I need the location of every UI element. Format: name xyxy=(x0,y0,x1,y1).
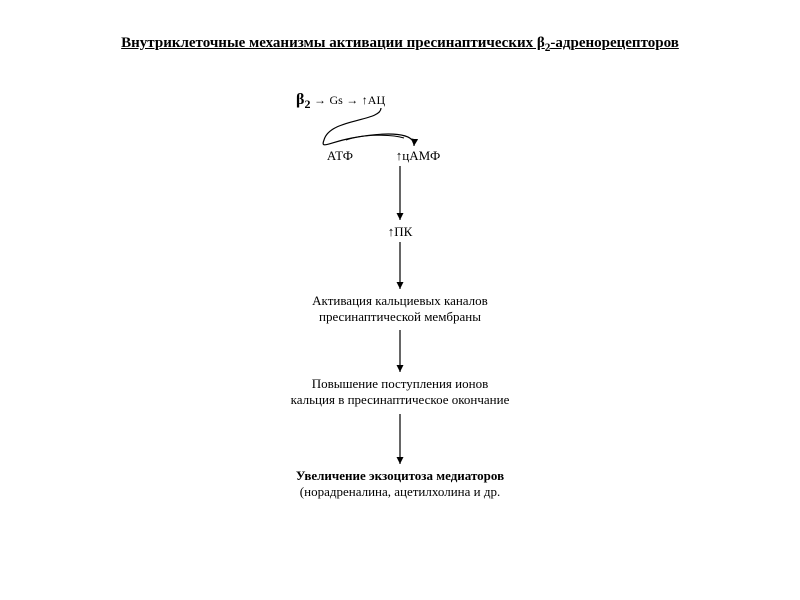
arrow-1: → xyxy=(314,93,326,107)
title-text: Внутриклеточные механизмы активации прес… xyxy=(121,35,545,51)
calcium-channels-activation: Активация кальциевых каналов пресинаптич… xyxy=(250,293,550,326)
protein-kinase: ↑ПК xyxy=(380,224,420,240)
calcium-influx: Повышение поступления ионов кальция в пр… xyxy=(230,376,570,409)
calcium-channels-line2: пресинаптической мембраны xyxy=(250,309,550,325)
exocytosis-increase: Увеличение экзоцитоза медиаторов (норадр… xyxy=(230,468,570,501)
calcium-influx-line1: Повышение поступления ионов xyxy=(230,376,570,392)
adenylate-cyclase: ↑АЦ xyxy=(362,93,385,107)
curved-arrow-inner xyxy=(346,135,404,140)
diagram-page: Внутриклеточные механизмы активации прес… xyxy=(0,0,800,600)
gs-protein: Gs xyxy=(329,93,342,107)
calcium-influx-line2: кальция в пресинаптическое окончание xyxy=(230,392,570,408)
exocytosis-line1: Увеличение экзоцитоза медиаторов xyxy=(230,468,570,484)
receptor-line: β2 → Gs → ↑АЦ xyxy=(296,90,385,112)
page-title: Внутриклеточные механизмы активации прес… xyxy=(0,35,800,54)
atp-label: АТФ xyxy=(320,148,360,164)
arrow-2: → xyxy=(346,93,358,107)
curved-arrow-ac-to-camp xyxy=(323,108,414,146)
beta-subscript: 2 xyxy=(304,97,310,111)
calcium-channels-line1: Активация кальциевых каналов xyxy=(250,293,550,309)
title-tail: -адренорецепторов xyxy=(550,35,678,51)
exocytosis-line2: (норадреналина, ацетилхолина и др. xyxy=(230,484,570,500)
camp-label: ↑цАМФ xyxy=(388,148,448,164)
